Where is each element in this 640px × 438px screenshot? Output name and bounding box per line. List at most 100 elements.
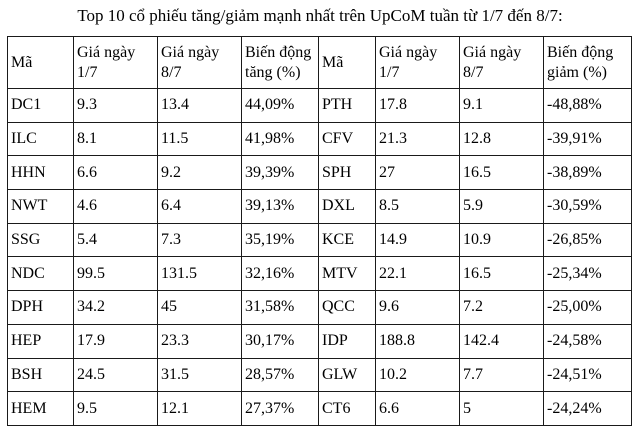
table-row: SSG 5.4 7.3 35,19% KCE 14.9 10.9 -26,85% — [7, 222, 632, 258]
table-cell: 16.5 — [459, 256, 544, 292]
table-cell: QCC — [318, 290, 376, 325]
table-cell: 7.7 — [459, 357, 544, 393]
table-cell: 142.4 — [459, 323, 544, 359]
table-cell: -25,00% — [543, 290, 632, 325]
table-cell: CT6 — [318, 391, 376, 426]
table-cell: HEP — [7, 323, 74, 359]
column-header-price-8-7-losers: Giá ngày 8/7 — [459, 36, 544, 89]
table-row: NDC 99.5 131.5 32,16% MTV 22.1 16.5 -25,34% — [7, 256, 632, 292]
table-cell: 5 — [459, 391, 544, 426]
table-cell: 41,98% — [241, 121, 319, 157]
table-cell: 34.2 — [73, 290, 158, 325]
table-cell: KCE — [318, 222, 376, 258]
column-header-code-gainers: Mã — [7, 36, 74, 89]
table-cell: 31.5 — [157, 357, 242, 393]
column-header-code-losers: Mã — [318, 36, 376, 89]
table-row: NWT 4.6 6.4 39,13% DXL 8.5 5.9 -30,59% — [7, 189, 632, 224]
table-cell: DPH — [7, 290, 74, 325]
table-cell: -48,88% — [543, 88, 632, 123]
table-cell: 17.9 — [73, 323, 158, 359]
table-cell: 28,57% — [241, 357, 319, 393]
table-cell: 8.5 — [375, 189, 460, 224]
table-cell: BSH — [7, 357, 74, 393]
table-row: ILC 8.1 11.5 41,98% CFV 21.3 12.8 -39,91% — [7, 121, 632, 157]
table-cell: CFV — [318, 121, 376, 157]
table-cell: IDP — [318, 323, 376, 359]
table-cell: 9.5 — [73, 391, 158, 426]
table-cell: 10.9 — [459, 222, 544, 258]
table-cell: 16.5 — [459, 155, 544, 191]
table-cell: -24,51% — [543, 357, 632, 393]
table-cell: SSG — [7, 222, 74, 258]
table-cell: 5.4 — [73, 222, 158, 258]
table-cell: DC1 — [7, 88, 74, 123]
table-row: HEP 17.9 23.3 30,17% IDP 188.8 142.4 -24,58% — [7, 323, 632, 359]
table-cell: 12.8 — [459, 121, 544, 157]
table-cell: HHN — [7, 155, 74, 191]
page-title: Top 10 cổ phiếu tăng/giảm mạnh nhất trên… — [77, 6, 563, 25]
table-row: DPH 34.2 45 31,58% QCC 9.6 7.2 -25,00% — [7, 290, 632, 325]
table-cell: -39,91% — [543, 121, 632, 157]
table-cell: 13.4 — [157, 88, 242, 123]
table-cell: -30,59% — [543, 189, 632, 224]
table-cell: 8.1 — [73, 121, 158, 157]
table-cell: 5.9 — [459, 189, 544, 224]
table-cell: 12.1 — [157, 391, 242, 426]
table-body: DC1 9.3 13.4 44,09% PTH 17.8 9.1 -48,88% ILC 8.1 1… — [7, 88, 632, 426]
table-cell: 9.6 — [375, 290, 460, 325]
table-row: HHN 6.6 9.2 39,39% SPH 27 16.5 -38,89% — [7, 155, 632, 191]
table-cell: ILC — [7, 121, 74, 157]
table-cell: MTV — [318, 256, 376, 292]
table-cell: 9.2 — [157, 155, 242, 191]
table-cell: 39,13% — [241, 189, 319, 224]
column-header-change-up: Biến động tăng (%) — [241, 36, 319, 89]
table-cell: PTH — [318, 88, 376, 123]
table-cell: 17.8 — [375, 88, 460, 123]
table-cell: 10.2 — [375, 357, 460, 393]
table-cell: 6.4 — [157, 189, 242, 224]
table-cell: -38,89% — [543, 155, 632, 191]
column-header-change-down: Biến động giảm (%) — [543, 36, 632, 89]
table-row: BSH 24.5 31.5 28,57% GLW 10.2 7.7 -24,51% — [7, 357, 632, 393]
header-row: Mã Giá ngày 1/7 Giá ngày 8/7 Biến động t… — [7, 36, 632, 89]
table-cell: 7.3 — [157, 222, 242, 258]
table-cell: 27 — [375, 155, 460, 191]
table-cell: 7.2 — [459, 290, 544, 325]
column-header-price-1-7-losers: Giá ngày 1/7 — [375, 36, 460, 89]
table-cell: 4.6 — [73, 189, 158, 224]
table-cell: 31,58% — [241, 290, 319, 325]
table-cell: 99.5 — [73, 256, 158, 292]
table-cell: 35,19% — [241, 222, 319, 258]
table-cell: 9.3 — [73, 88, 158, 123]
table-cell: DXL — [318, 189, 376, 224]
column-header-price-1-7-gainers: Giá ngày 1/7 — [73, 36, 158, 89]
table-cell: 23.3 — [157, 323, 242, 359]
table-cell: 32,16% — [241, 256, 319, 292]
table-cell: GLW — [318, 357, 376, 393]
table-cell: SPH — [318, 155, 376, 191]
table-cell: 6.6 — [375, 391, 460, 426]
table-cell: 21.3 — [375, 121, 460, 157]
table-cell: 6.6 — [73, 155, 158, 191]
table-cell: -24,58% — [543, 323, 632, 359]
table-cell: -26,85% — [543, 222, 632, 258]
stock-table: Mã Giá ngày 1/7 Giá ngày 8/7 Biến động t… — [7, 36, 632, 426]
table-cell: 9.1 — [459, 88, 544, 123]
table-cell: NWT — [7, 189, 74, 224]
table-cell: NDC — [7, 256, 74, 292]
column-header-price-8-7-gainers: Giá ngày 8/7 — [157, 36, 242, 89]
table-cell: -25,34% — [543, 256, 632, 292]
table-cell: 11.5 — [157, 121, 242, 157]
table-row: HEM 9.5 12.1 27,37% CT6 6.6 5 -24,24% — [7, 391, 632, 426]
table-cell: 188.8 — [375, 323, 460, 359]
table-cell: 22.1 — [375, 256, 460, 292]
table-cell: 27,37% — [241, 391, 319, 426]
table-cell: 44,09% — [241, 88, 319, 123]
table-cell: 131.5 — [157, 256, 242, 292]
table-cell: 39,39% — [241, 155, 319, 191]
table-cell: 24.5 — [73, 357, 158, 393]
table-row: DC1 9.3 13.4 44,09% PTH 17.8 9.1 -48,88% — [7, 88, 632, 123]
table-cell: -24,24% — [543, 391, 632, 426]
table-cell: 30,17% — [241, 323, 319, 359]
table-cell: 14.9 — [375, 222, 460, 258]
